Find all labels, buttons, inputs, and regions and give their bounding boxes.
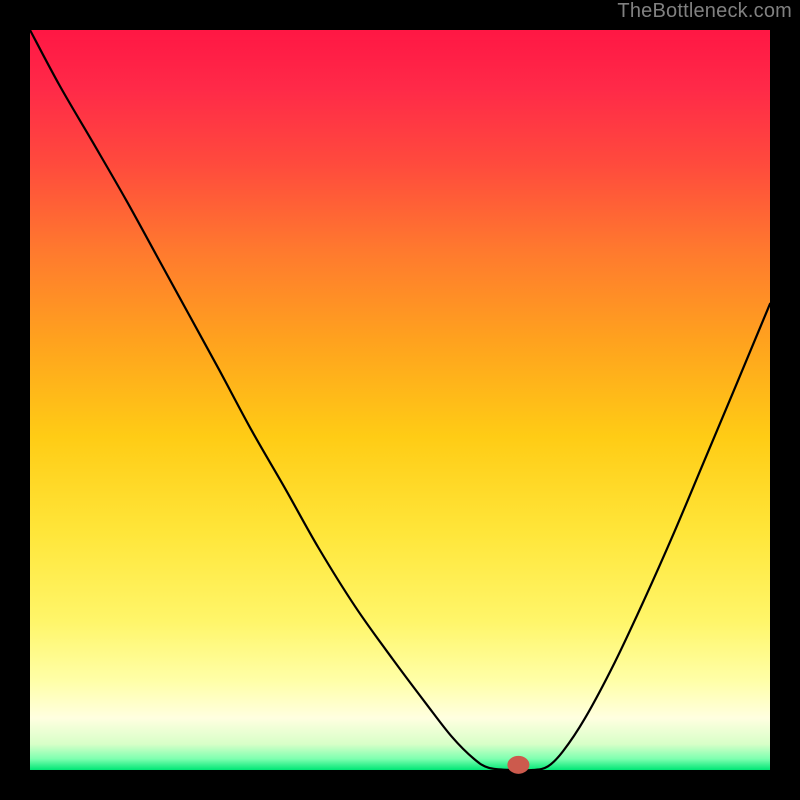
plot-background bbox=[30, 30, 770, 770]
optimal-marker bbox=[507, 756, 529, 774]
chart-stage: TheBottleneck.com bbox=[0, 0, 800, 800]
watermark-text: TheBottleneck.com bbox=[617, 0, 792, 23]
bottleneck-chart bbox=[0, 0, 800, 800]
